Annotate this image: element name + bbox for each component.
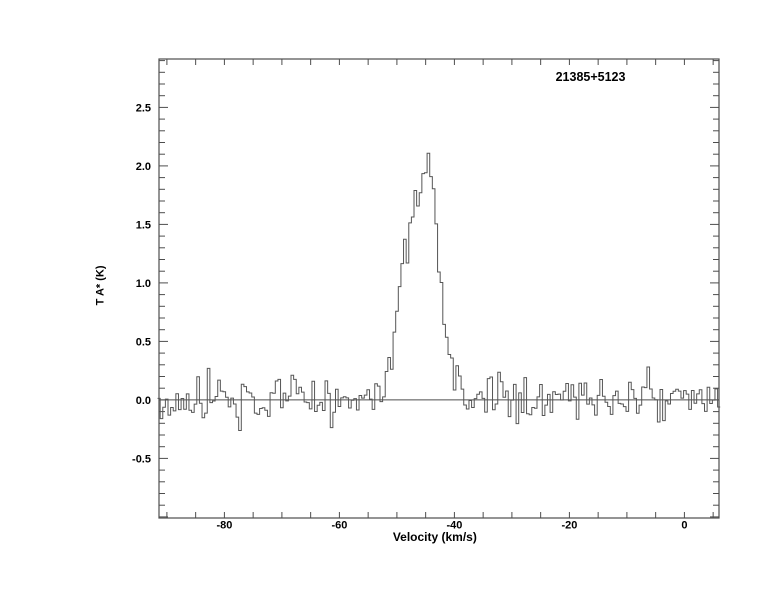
svg-text:-0.5: -0.5: [132, 453, 151, 465]
svg-text:1.0: 1.0: [136, 278, 151, 290]
svg-text:0.5: 0.5: [136, 336, 151, 348]
svg-text:T A* (K): T A* (K): [94, 265, 106, 305]
svg-text:2.5: 2.5: [136, 102, 151, 114]
svg-text:0.0: 0.0: [136, 395, 151, 407]
svg-text:-20: -20: [561, 519, 577, 531]
svg-text:2.0: 2.0: [136, 161, 151, 173]
svg-text:21385+5123: 21385+5123: [556, 70, 626, 84]
svg-text:Velocity (km/s): Velocity (km/s): [393, 530, 477, 544]
svg-text:1.5: 1.5: [136, 219, 151, 231]
svg-text:-80: -80: [216, 519, 232, 531]
svg-text:-60: -60: [331, 519, 347, 531]
svg-text:0: 0: [681, 519, 687, 531]
